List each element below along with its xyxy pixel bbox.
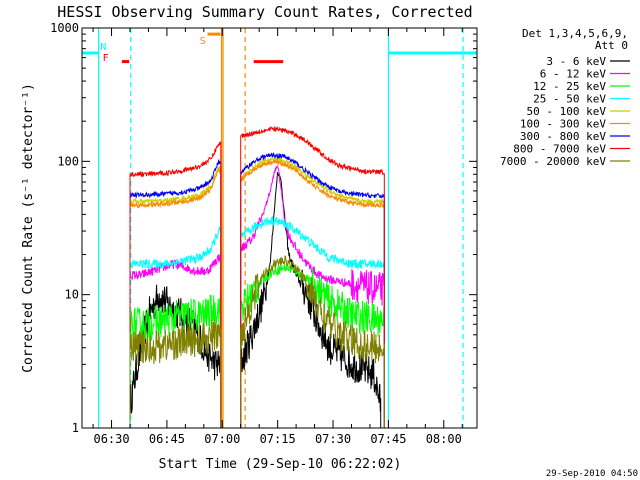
x-axis-label: Start Time (29-Sep-10 06:22:02) — [159, 457, 402, 472]
series-line-4 — [129, 155, 385, 428]
annotation-f: F — [103, 53, 109, 64]
x-tick-label-5: 07:45 — [370, 432, 406, 446]
series-line-5 — [129, 159, 385, 428]
y-axis: 1 10 100 1000 — [50, 21, 477, 435]
chart-title: HESSI Observing Summary Count Rates, Cor… — [57, 3, 472, 21]
y-tick-label-1: 10 — [65, 288, 79, 302]
y-tick-label-2: 100 — [57, 154, 79, 168]
series-line-2 — [129, 263, 385, 428]
y-tick-label-0: 1 — [72, 421, 79, 435]
x-tick-label-1: 06:45 — [149, 432, 185, 446]
annotation-n: N — [100, 42, 106, 53]
legend-label-6: 300 - 800 keV — [520, 130, 606, 143]
series-line-3 — [129, 216, 385, 428]
annotation-s: S — [200, 36, 206, 47]
series-layer — [129, 125, 385, 428]
x-tick-label-4: 07:30 — [315, 432, 351, 446]
legend-header-1: Att 0 — [595, 39, 628, 52]
overlay-layer — [82, 28, 477, 428]
x-axis: 06:30 06:45 07:00 07:15 07:30 07:45 08:00 — [92, 28, 463, 446]
plot-frame — [81, 27, 478, 429]
legend-label-4: 50 - 100 keV — [527, 105, 607, 118]
annotation-layer: NF S — [100, 36, 205, 64]
x-tick-label-3: 07:15 — [260, 432, 296, 446]
legend-label-5: 100 - 300 keV — [520, 118, 606, 131]
legend-label-3: 25 - 50 keV — [533, 93, 606, 106]
x-tick-label-2: 07:00 — [204, 432, 240, 446]
legend-label-1: 6 - 12 keV — [540, 68, 607, 81]
series-line-7 — [129, 125, 385, 428]
x-tick-label-6: 08:00 — [426, 432, 462, 446]
series-line-8 — [129, 255, 385, 428]
x-tick-label-0: 06:30 — [93, 432, 129, 446]
footer-timestamp: 29-Sep-2010 04:50 — [546, 469, 638, 479]
y-tick-label-3: 1000 — [50, 21, 79, 35]
y-axis-label: Corrected Count Rate (s⁻¹ detector⁻¹) — [21, 83, 36, 373]
series-line-6 — [129, 152, 385, 428]
legend-label-0: 3 - 6 keV — [546, 55, 606, 68]
legend-header-0: Det 1,3,4,5,6,9, — [522, 27, 628, 40]
legend-label-7: 800 - 7000 keV — [513, 143, 606, 156]
legend-label-8: 7000 - 20000 keV — [500, 155, 606, 168]
legend-label-2: 12 - 25 keV — [533, 80, 606, 93]
